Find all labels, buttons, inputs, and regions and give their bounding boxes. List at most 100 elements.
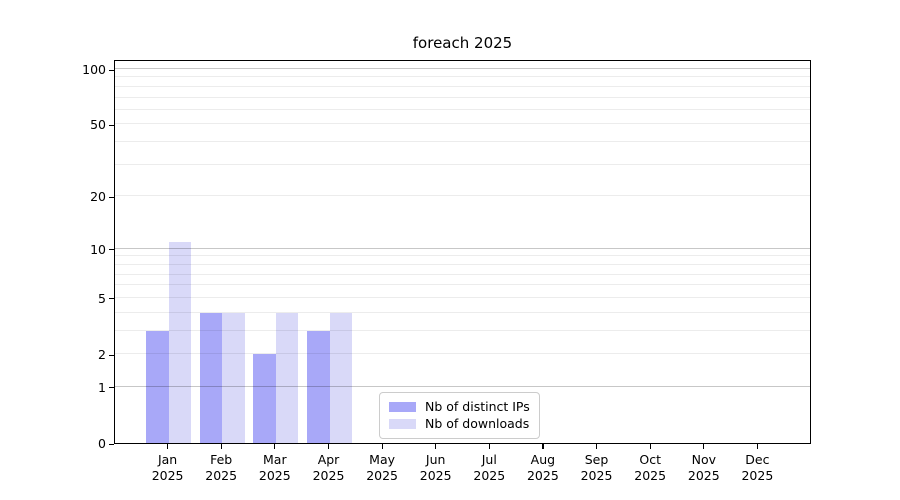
minor-gridline <box>115 311 810 313</box>
bar-distinct-ips-mar <box>253 354 276 443</box>
x-tick-year: 2025 <box>312 468 345 483</box>
x-tick-label: Dec 2025 <box>725 452 789 484</box>
y-tick-mark <box>109 69 114 71</box>
x-tick-label: Apr 2025 <box>297 452 361 484</box>
legend-label-downloads: Nb of downloads <box>425 416 530 431</box>
x-tick-year: 2025 <box>366 468 398 483</box>
y-tick-label: 50 <box>90 117 106 133</box>
y-tick-mark <box>109 354 114 356</box>
legend: Nb of distinct IPs Nb of downloads <box>379 392 540 439</box>
x-tick-label: Oct 2025 <box>618 452 682 484</box>
major-gridline <box>115 385 810 387</box>
minor-gridline <box>115 123 810 125</box>
x-tick-label: Nov 2025 <box>672 452 736 484</box>
y-tick-mark <box>109 443 114 445</box>
legend-label-distinct-ips: Nb of distinct IPs <box>425 399 530 414</box>
x-tick-mark <box>649 444 651 449</box>
legend-item-distinct-ips: Nb of distinct IPs <box>389 398 530 415</box>
x-tick-year: 2025 <box>151 468 184 483</box>
x-tick-mark <box>274 444 276 449</box>
x-tick-label: Jul 2025 <box>457 452 521 484</box>
x-tick-mark <box>542 444 544 449</box>
x-tick-month: May <box>369 452 396 467</box>
x-tick-label: May 2025 <box>350 452 414 484</box>
legend-swatch-downloads <box>389 418 416 429</box>
x-tick-mark <box>381 444 383 449</box>
x-tick-year: 2025 <box>419 468 452 483</box>
bar-distinct-ips-jan <box>146 330 169 443</box>
x-tick-month: Jan <box>157 452 178 467</box>
minor-gridline <box>115 76 810 78</box>
x-tick-month: Apr <box>317 452 340 467</box>
x-tick-mark <box>488 444 490 449</box>
minor-gridline <box>115 141 810 143</box>
x-tick-year: 2025 <box>258 468 291 483</box>
y-tick-label: 2 <box>98 347 106 362</box>
minor-gridline <box>115 195 810 197</box>
bar-distinct-ips-apr <box>307 330 330 443</box>
minor-gridline <box>115 108 810 110</box>
bar-downloads-feb <box>222 312 245 443</box>
minor-gridline <box>115 329 810 331</box>
x-tick-month: Nov <box>691 452 716 467</box>
x-tick-month: Feb <box>210 452 233 467</box>
x-tick-mark <box>703 444 705 449</box>
y-tick-mark <box>109 124 114 127</box>
minor-gridline <box>115 163 810 165</box>
y-tick-label: 10 <box>90 241 106 257</box>
minor-gridline <box>115 353 810 354</box>
bar-downloads-mar <box>275 312 299 443</box>
x-tick-year: 2025 <box>634 468 667 483</box>
minor-gridline <box>115 296 810 298</box>
x-tick-label: Jan 2025 <box>136 452 200 484</box>
x-tick-year: 2025 <box>205 468 238 483</box>
x-tick-month: Jun <box>425 452 446 467</box>
x-tick-mark <box>328 444 330 449</box>
x-tick-month: Oct <box>639 452 661 467</box>
bars-layer <box>115 61 810 443</box>
plot-area: Nb of distinct IPs Nb of downloads <box>114 60 811 444</box>
y-tick-mark <box>109 249 114 251</box>
y-tick-label: 1 <box>98 379 106 395</box>
x-tick-month: Dec <box>745 452 770 467</box>
x-tick-year: 2025 <box>473 468 506 483</box>
x-tick-mark <box>220 444 222 449</box>
x-tick-month: Sep <box>584 452 609 467</box>
minor-gridline <box>115 85 810 87</box>
major-gridline <box>115 68 810 69</box>
bar-distinct-ips-feb <box>199 312 223 443</box>
y-tick-label: 5 <box>98 290 106 306</box>
chart-title: foreach 2025 <box>412 34 513 52</box>
bar-downloads-jan <box>168 241 192 443</box>
x-tick-mark <box>167 444 169 449</box>
x-tick-year: 2025 <box>741 468 774 483</box>
x-tick-label: Mar 2025 <box>243 452 307 484</box>
minor-gridline <box>115 96 810 98</box>
x-tick-label: Aug 2025 <box>511 452 575 484</box>
bar-downloads-apr <box>329 312 352 443</box>
y-tick-mark <box>109 196 114 198</box>
minor-gridline <box>115 263 810 265</box>
y-tick-label: 20 <box>90 189 106 205</box>
legend-item-downloads: Nb of downloads <box>389 415 530 432</box>
y-tick-mark <box>109 298 114 300</box>
y-tick-mark <box>109 387 114 389</box>
legend-swatch-distinct-ips <box>389 401 416 412</box>
x-tick-month: Jul <box>481 452 497 467</box>
x-tick-mark <box>435 444 437 449</box>
major-gridline <box>115 247 810 249</box>
minor-gridline <box>115 273 810 275</box>
x-tick-month: Mar <box>263 452 287 467</box>
minor-gridline <box>115 255 810 257</box>
x-tick-label: Jun 2025 <box>404 452 468 484</box>
y-tick-label: 100 <box>82 62 106 77</box>
x-tick-year: 2025 <box>580 468 613 483</box>
x-tick-mark <box>596 444 598 449</box>
x-tick-year: 2025 <box>687 468 720 483</box>
x-tick-year: 2025 <box>526 468 559 483</box>
y-tick-label: 0 <box>98 436 106 451</box>
x-tick-label: Sep 2025 <box>565 452 629 484</box>
minor-gridline <box>115 284 810 286</box>
x-tick-mark <box>756 444 759 449</box>
